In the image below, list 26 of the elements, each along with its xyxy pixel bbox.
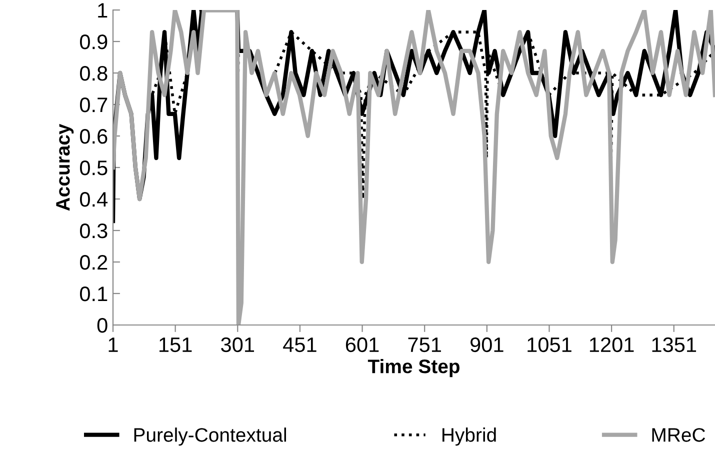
- y-tick-label: 0.7: [80, 98, 108, 112]
- y-tick-label: 0.9: [80, 34, 108, 50]
- x-tick-label: 151: [160, 338, 192, 352]
- y-tick-label: 1: [98, 3, 108, 18]
- x-tick-label: 1: [108, 338, 118, 352]
- x-tick-label: 451: [283, 338, 316, 352]
- legend-label: Purely-Contextual: [134, 428, 286, 446]
- x-tick-label: 601: [346, 337, 379, 352]
- legend-label: MReC: [652, 428, 706, 442]
- y-tick-label: 0.4: [80, 192, 108, 207]
- x-tick-label: 1051: [528, 337, 572, 352]
- x-tick-label: 301: [221, 337, 254, 352]
- x-tick-label: 751: [408, 338, 441, 352]
- y-tick-label: 0.8: [80, 66, 108, 81]
- y-tick-label: 0.5: [80, 160, 108, 176]
- y-tick-label: 0.6: [80, 129, 108, 144]
- x-axis-title: Time Step: [368, 359, 460, 378]
- y-axis-title: Accuracy: [56, 124, 74, 211]
- y-tick-label: 0.2: [80, 255, 108, 270]
- y-tick-label: 0: [97, 318, 108, 333]
- x-tick-label: 1201: [590, 337, 634, 352]
- y-tick-label: 0.1: [80, 286, 108, 302]
- y-tick-label: 0.3: [80, 224, 108, 238]
- x-tick-label: 1351: [652, 337, 696, 352]
- legend-label: Hybrid: [442, 428, 496, 446]
- x-tick-label: 901: [470, 337, 504, 352]
